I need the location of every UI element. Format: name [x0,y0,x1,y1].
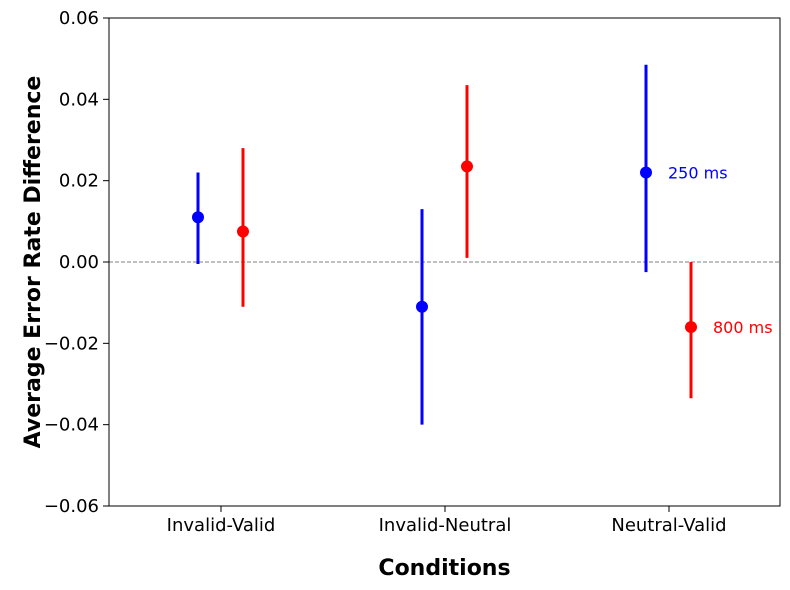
x-tick-label: Invalid-Valid [167,515,276,536]
series-label: 250 ms [668,164,728,183]
x-tick-label: Invalid-Neutral [379,515,512,536]
data-point [640,166,652,179]
data-point [192,211,204,224]
data-point [685,321,697,334]
y-tick-label: −0.04 [44,415,99,436]
y-tick-label: 0.04 [59,89,99,110]
y-tick-label: 0.02 [59,171,99,192]
y-axis: −0.06 −0.04 −0.02 0.00 0.02 0.04 0.06 [44,8,109,517]
chart-marks: 250 ms 800 ms [192,64,773,425]
series-label: 800 ms [713,318,773,337]
data-point [416,300,428,313]
y-tick-label: −0.02 [44,333,99,354]
data-point [237,225,249,238]
x-axis: Invalid-Valid Invalid-Neutral Neutral-Vali… [167,506,727,536]
x-axis-title: Conditions [378,556,510,581]
data-point [461,160,473,173]
y-tick-label: 0.06 [59,8,99,29]
y-tick-label: 0.00 [59,252,99,273]
y-axis-title: Average Error Rate Difference [21,76,46,449]
y-tick-label: −0.06 [44,496,99,517]
x-tick-label: Neutral-Valid [611,515,726,536]
